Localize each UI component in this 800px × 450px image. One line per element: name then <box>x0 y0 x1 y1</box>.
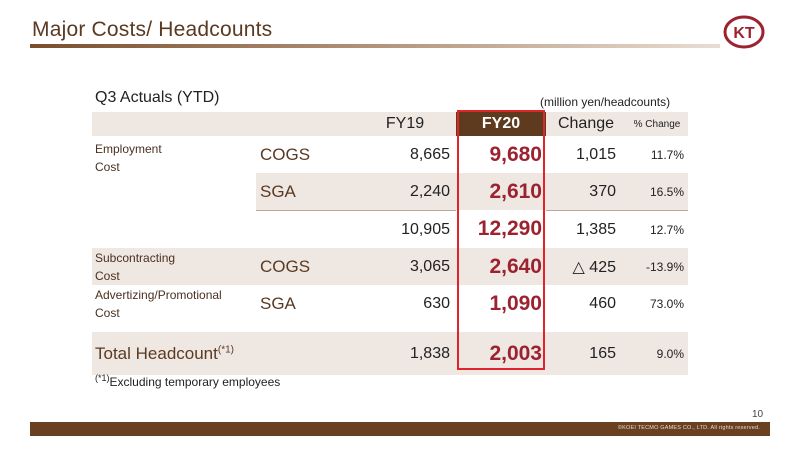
group-label-text: Employment Cost <box>95 142 162 174</box>
row-sub-label: SGA <box>260 293 296 313</box>
table-row: 10,905 12,290 1,385 12.7% <box>92 210 688 248</box>
cell-fy20: 1,090 <box>489 291 542 315</box>
cell-change: 1,385 <box>546 210 626 248</box>
footer-bar <box>30 422 770 436</box>
logo-text: KT <box>733 25 755 42</box>
cell-change: △ 425 <box>546 248 626 285</box>
row-sub-label: COGS <box>256 248 354 285</box>
koei-tecmo-logo-icon: KT <box>723 15 765 49</box>
page-title: Major Costs/ Headcounts <box>32 18 273 41</box>
cell-pct-change: 12.7% <box>626 210 688 248</box>
cell-fy19: 630 <box>423 294 450 312</box>
section-label: Q3 Actuals (YTD) <box>95 89 220 106</box>
copyright-text: ©KOEI TECMO GAMES CO., LTD. All rights r… <box>617 425 760 431</box>
cell-change: 460 <box>589 294 616 312</box>
row-group-label <box>92 210 256 248</box>
footnote-mark: (*1) <box>95 373 110 383</box>
title-underline <box>30 44 720 48</box>
cell-change: 370 <box>546 173 626 210</box>
costs-table: FY19 FY20 Change % Change Employment Cos… <box>92 112 688 375</box>
page-number: 10 <box>752 409 764 420</box>
total-note-mark: (*1) <box>217 343 234 355</box>
cell-pct-change: 9.0% <box>626 332 688 375</box>
total-headcount-label: Total Headcount(*1) <box>92 332 354 375</box>
cell-fy19: 2,240 <box>354 173 456 210</box>
cell-pct-change: 73.0% <box>649 296 684 311</box>
total-headcount-row: Total Headcount(*1) 1,838 2,003 165 9.0% <box>92 332 688 375</box>
cell-fy19: 1,838 <box>354 332 456 375</box>
total-label-text: Total Headcount <box>95 343 218 363</box>
cell-pct-change: 11.7% <box>650 147 684 162</box>
cell-fy20: 12,290 <box>477 217 542 240</box>
table-row: Employment Cost COGS 8,665 9,680 1,015 1… <box>92 136 688 174</box>
header-blank-cell <box>256 112 354 136</box>
cell-fy19: 10,905 <box>354 210 456 248</box>
row-sub-label: SGA <box>256 173 354 210</box>
cell-fy20: 2,003 <box>489 341 542 365</box>
cell-change: 1,015 <box>575 145 616 163</box>
row-group-label: Subcontracting Cost <box>92 248 256 285</box>
column-header-pct-change: % Change <box>626 112 688 136</box>
cell-fy20: 2,640 <box>489 254 542 278</box>
table-row: SGA 2,240 2,610 370 16.5% <box>92 173 688 210</box>
row-group-label: Employment Cost <box>92 136 256 210</box>
footnote-text: Excluding temporary employees <box>109 375 281 389</box>
table-row: Advertizing/Promotional Cost SGA 630 1,0… <box>92 285 688 322</box>
group-label-text: Advertizing/Promotional Cost <box>95 287 222 320</box>
cell-fy20: 9,680 <box>489 142 542 166</box>
table-row: Subcontracting Cost COGS 3,065 2,640 △ 4… <box>92 248 688 285</box>
cell-fy19: 8,665 <box>409 145 450 163</box>
cell-pct-change: -13.9% <box>626 248 688 285</box>
cell-fy19: 3,065 <box>354 248 456 285</box>
header-blank-cell <box>92 112 256 136</box>
cell-pct-change: 16.5% <box>626 173 688 210</box>
spacer-row <box>92 322 688 332</box>
column-header-change: Change <box>546 112 626 136</box>
row-group-label: Advertizing/Promotional Cost <box>92 285 256 322</box>
row-sub-label: COGS <box>260 144 311 164</box>
row-sub-label <box>256 210 354 248</box>
unit-note: (million yen/headcounts) <box>540 95 671 109</box>
group-label-text: Subcontracting Cost <box>95 250 176 283</box>
footnote: (*1)Excluding temporary employees <box>95 373 280 389</box>
table-header-row: FY19 FY20 Change % Change <box>92 112 688 136</box>
column-header-fy20: FY20 <box>456 112 546 136</box>
cell-change: 165 <box>546 332 626 375</box>
cell-fy20: 2,610 <box>489 179 542 203</box>
column-header-fy19: FY19 <box>354 112 456 136</box>
